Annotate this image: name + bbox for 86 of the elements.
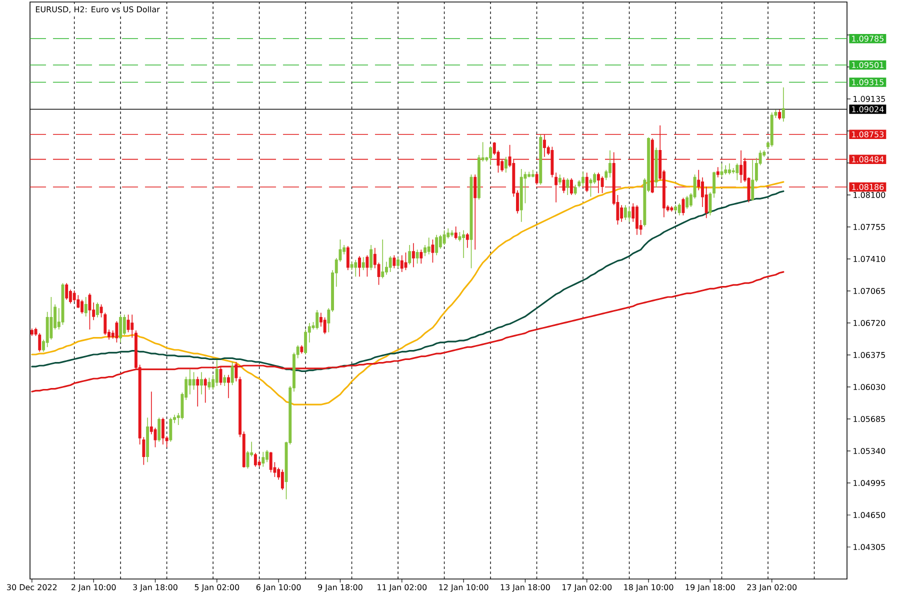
candlestick bbox=[84, 296, 88, 317]
candlestick bbox=[130, 314, 134, 338]
candlestick bbox=[454, 226, 458, 240]
candlestick bbox=[208, 377, 211, 390]
candlestick bbox=[192, 372, 196, 390]
candlestick bbox=[686, 195, 689, 210]
candlestick bbox=[716, 166, 720, 178]
candlestick bbox=[346, 246, 350, 270]
candlestick bbox=[504, 156, 508, 174]
candlestick bbox=[266, 450, 268, 463]
candlestick bbox=[782, 86, 785, 122]
candlestick bbox=[354, 259, 358, 277]
candlestick bbox=[254, 452, 257, 468]
candlestick bbox=[392, 254, 396, 269]
candlestick bbox=[539, 134, 542, 186]
candlestick bbox=[674, 204, 677, 212]
candlestick bbox=[682, 197, 685, 216]
candlestick bbox=[115, 320, 118, 343]
candlestick bbox=[520, 168, 523, 222]
candlestick bbox=[362, 256, 365, 270]
candlestick bbox=[396, 256, 400, 269]
candlestick bbox=[234, 362, 238, 382]
candlestick bbox=[223, 374, 226, 386]
candlestick bbox=[416, 249, 419, 264]
candlestick bbox=[196, 376, 200, 407]
candlestick bbox=[678, 202, 681, 216]
candlestick bbox=[427, 237, 430, 255]
candlestick bbox=[104, 312, 107, 336]
candlestick bbox=[370, 244, 373, 270]
candlestick bbox=[204, 377, 207, 404]
candlestick bbox=[720, 163, 724, 178]
candlestick bbox=[119, 314, 122, 343]
candlestick bbox=[554, 172, 558, 203]
candlestick bbox=[100, 304, 103, 318]
candlestick bbox=[728, 163, 731, 175]
candlestick bbox=[80, 299, 84, 314]
candlestick bbox=[316, 310, 319, 330]
candlestick bbox=[412, 242, 415, 268]
candlestick bbox=[462, 230, 466, 258]
candlestick bbox=[712, 171, 716, 198]
candlestick bbox=[420, 249, 423, 264]
candlestick bbox=[489, 146, 492, 166]
candlestick bbox=[142, 436, 146, 466]
candlestick bbox=[226, 374, 230, 399]
candlestick bbox=[65, 282, 68, 300]
candlestick bbox=[280, 469, 284, 490]
candlestick bbox=[450, 230, 454, 238]
candlestick bbox=[736, 163, 739, 180]
candlestick bbox=[708, 192, 712, 216]
candlestick bbox=[770, 112, 774, 148]
candlestick bbox=[435, 234, 438, 256]
candlestick bbox=[624, 204, 627, 220]
candlestick bbox=[400, 254, 404, 272]
candlestick bbox=[161, 417, 164, 445]
candlestick bbox=[442, 230, 446, 246]
candlestick bbox=[558, 174, 562, 186]
candlestick bbox=[431, 239, 434, 264]
candlestick bbox=[323, 317, 326, 334]
candlestick bbox=[169, 417, 172, 442]
candlestick bbox=[158, 417, 161, 442]
candlestick bbox=[146, 417, 150, 463]
candlestick bbox=[724, 164, 728, 175]
candlestick bbox=[608, 150, 612, 178]
candlestick bbox=[200, 372, 203, 395]
candlestick bbox=[366, 254, 369, 277]
candlestick bbox=[388, 256, 392, 272]
candlestick bbox=[408, 244, 412, 265]
candlestick bbox=[574, 184, 577, 196]
candlestick bbox=[531, 170, 534, 178]
candlestick bbox=[30, 328, 34, 336]
candlestick bbox=[466, 232, 469, 248]
candlestick bbox=[215, 360, 218, 386]
candlestick bbox=[582, 171, 584, 187]
candlestick bbox=[358, 256, 361, 277]
candlestick bbox=[751, 159, 754, 201]
candlestick bbox=[566, 178, 570, 196]
candlestick bbox=[778, 109, 782, 120]
candlestick bbox=[300, 344, 304, 354]
candlestick bbox=[381, 239, 384, 279]
candlestick bbox=[636, 204, 638, 236]
candlestick bbox=[670, 206, 674, 212]
candlestick bbox=[262, 452, 265, 468]
candlestick bbox=[535, 172, 538, 186]
candlestick bbox=[269, 452, 272, 473]
candlestick bbox=[96, 302, 99, 318]
candlestick bbox=[230, 362, 234, 386]
